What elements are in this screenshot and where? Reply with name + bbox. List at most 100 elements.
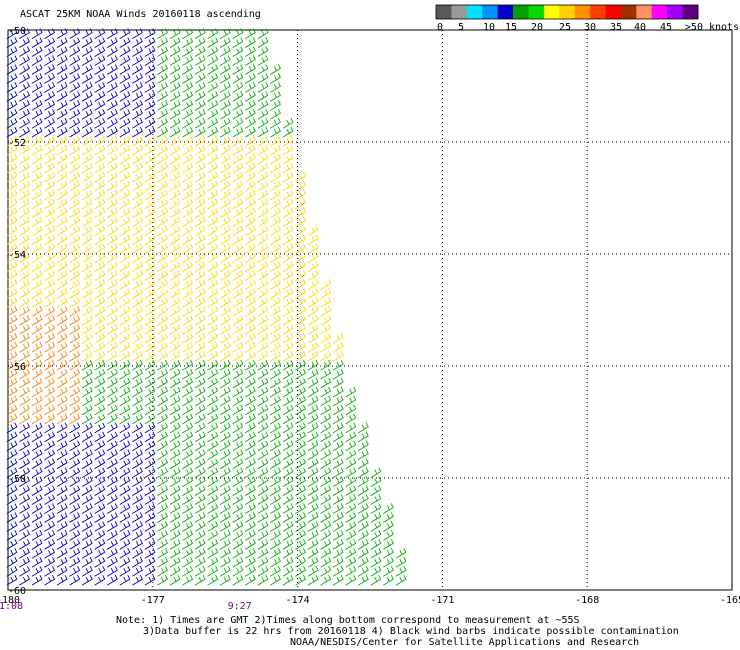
wind-barb	[31, 485, 43, 496]
wind-barb	[257, 100, 269, 111]
wind-barb	[332, 359, 344, 371]
wind-barb	[69, 315, 81, 326]
wind-barb	[245, 162, 256, 174]
wind-barb	[6, 333, 18, 344]
wind-barb	[245, 431, 256, 443]
wind-barb	[157, 109, 169, 120]
wind-barb	[56, 306, 68, 317]
wind-barb	[232, 252, 244, 263]
wind-barb	[144, 458, 156, 470]
wind-barb	[194, 404, 206, 416]
wind-barb	[270, 91, 281, 102]
wind-barb	[69, 216, 81, 228]
wind-barb	[94, 530, 106, 541]
wind-barb	[69, 494, 81, 505]
wind-barb	[257, 225, 269, 237]
wind-barb	[94, 171, 106, 183]
wind-barb	[19, 521, 30, 532]
legend-label: >50 knots	[685, 22, 739, 33]
wind-barb	[232, 171, 244, 183]
wind-barb	[31, 117, 43, 129]
wind-barb	[119, 521, 131, 532]
wind-barb	[219, 288, 231, 299]
wind-barb	[270, 144, 281, 156]
wind-barb	[19, 404, 30, 416]
wind-barb	[320, 485, 332, 496]
wind-barb	[56, 73, 68, 84]
wind-barb	[132, 306, 143, 317]
wind-barb	[94, 386, 106, 398]
wind-barb	[207, 135, 219, 147]
wind-barb	[257, 548, 269, 559]
wind-barb	[44, 279, 56, 290]
wind-barb	[56, 126, 68, 138]
wind-barb	[169, 171, 181, 183]
wind-barb	[320, 306, 332, 317]
wind-barb	[307, 270, 319, 281]
wind-barb	[207, 109, 219, 120]
wind-barb	[257, 297, 269, 308]
wind-barb	[232, 386, 244, 398]
wind-barb	[307, 574, 319, 586]
wind-barb	[6, 521, 18, 532]
wind-barb	[232, 28, 244, 39]
wind-barb	[219, 306, 231, 317]
wind-barb	[232, 46, 244, 57]
wind-barb	[19, 368, 30, 380]
wind-barb	[245, 565, 256, 577]
wind-barb	[157, 37, 169, 48]
wind-barb	[144, 359, 156, 371]
time-label: 11:08	[0, 601, 23, 612]
wind-barb	[295, 548, 307, 559]
wind-barb	[132, 100, 143, 111]
wind-barb	[320, 350, 332, 362]
wind-barb	[6, 404, 18, 416]
wind-barb	[345, 467, 357, 479]
wind-barb	[81, 252, 93, 263]
wind-barb	[232, 395, 244, 407]
wind-barb	[19, 494, 30, 505]
wind-barb	[69, 55, 81, 66]
wind-barb	[44, 73, 56, 84]
wind-barb	[194, 557, 206, 568]
wind-barb	[44, 413, 56, 425]
wind-barb	[119, 413, 131, 425]
legend-label: 15	[505, 22, 517, 33]
wind-barb	[219, 494, 231, 505]
wind-barb	[282, 333, 294, 344]
wind-barb	[232, 225, 244, 237]
wind-barb	[207, 341, 219, 353]
wind-barb	[295, 270, 307, 281]
wind-barb	[94, 359, 106, 371]
wind-barb	[19, 55, 30, 66]
wind-barb	[383, 530, 394, 541]
wind-barb	[144, 485, 156, 496]
wind-barb	[295, 324, 307, 335]
wind-barb	[19, 377, 30, 389]
wind-barb	[307, 279, 319, 290]
wind-barb	[19, 413, 30, 425]
wind-barb	[119, 270, 131, 281]
wind-barb	[270, 539, 281, 550]
wind-barb	[345, 395, 357, 407]
wind-barb	[144, 530, 156, 541]
wind-barb	[19, 82, 30, 93]
wind-barb	[94, 574, 106, 586]
wind-barb	[119, 234, 131, 246]
wind-barb	[207, 234, 219, 246]
wind-barb	[295, 216, 307, 228]
wind-barb	[69, 261, 81, 272]
wind-barb	[157, 46, 169, 57]
wind-barb	[119, 198, 131, 210]
wind-barb	[345, 503, 357, 514]
wind-barb	[282, 368, 294, 380]
wind-barb	[132, 485, 143, 496]
wind-barb	[332, 341, 344, 353]
wind-barb	[295, 225, 307, 237]
wind-barb	[307, 306, 319, 317]
wind-barb	[182, 306, 194, 317]
wind-barb	[144, 288, 156, 299]
wind-barb	[270, 252, 281, 263]
wind-barb	[56, 207, 68, 219]
